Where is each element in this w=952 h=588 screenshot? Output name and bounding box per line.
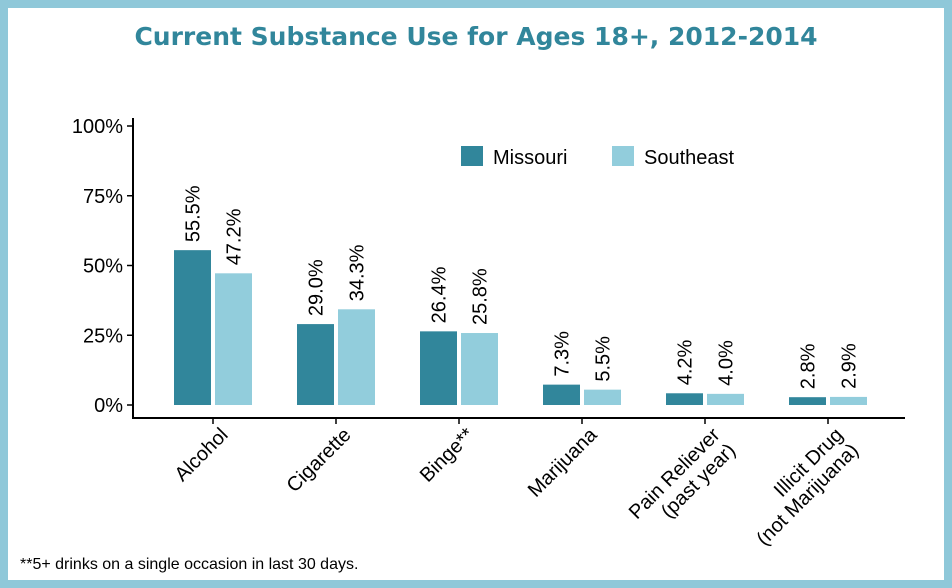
legend-swatch-southeast (612, 146, 634, 166)
bar-missouri-1 (297, 324, 334, 405)
legend-swatch-missouri (461, 146, 483, 166)
y-tick-label: 25% (83, 325, 123, 347)
data-label: 5.5% (593, 336, 615, 382)
data-label: 47.2% (224, 208, 246, 265)
x-tick-label: Pain Reliever(past year) (625, 424, 740, 539)
x-tick-label: Marijuana (524, 423, 602, 501)
data-label: 34.3% (347, 244, 369, 301)
bar-southeast-5 (830, 396, 867, 405)
data-label: 29.0% (306, 259, 328, 316)
x-tick-label: Illicit Drug(not Marijuana) (737, 424, 863, 550)
x-tick-label-line: Cigarette (283, 424, 356, 497)
bar-southeast-3 (584, 389, 621, 405)
data-label: 4.2% (675, 339, 697, 385)
footnote: **5+ drinks on a single occasion in last… (20, 556, 359, 573)
bar-missouri-0 (174, 250, 211, 405)
bar-missouri-2 (420, 331, 457, 405)
x-tick-label-line: Binge** (416, 424, 479, 487)
bar-missouri-3 (543, 384, 580, 405)
x-tick-label-line: Marijuana (524, 423, 602, 501)
data-label: 2.9% (839, 343, 861, 389)
x-tick-label: Alcohol (171, 424, 233, 486)
bar-southeast-1 (338, 309, 375, 405)
legend-label: Missouri (493, 147, 567, 169)
x-tick-label: Cigarette (283, 424, 356, 497)
x-tick-label: Binge** (416, 424, 479, 487)
bar-missouri-5 (789, 397, 826, 405)
bar-southeast-0 (215, 273, 252, 405)
y-tick-label: 100% (72, 116, 123, 138)
data-label: 2.8% (798, 343, 820, 389)
data-label: 4.0% (716, 340, 738, 386)
y-tick-label: 75% (83, 186, 123, 208)
data-label: 55.5% (183, 185, 205, 242)
x-tick-label-line: Alcohol (171, 424, 233, 486)
legend-label: Southeast (644, 147, 735, 169)
data-label: 26.4% (429, 266, 451, 323)
bar-missouri-4 (666, 393, 703, 405)
y-tick-label: 50% (83, 256, 123, 278)
chart-title: Current Substance Use for Ages 18+, 2012… (134, 22, 818, 51)
y-tick-label: 0% (94, 395, 123, 417)
data-label: 25.8% (470, 268, 492, 325)
data-label: 7.3% (552, 331, 574, 377)
bar-southeast-2 (461, 333, 498, 405)
bar-southeast-4 (707, 393, 744, 405)
